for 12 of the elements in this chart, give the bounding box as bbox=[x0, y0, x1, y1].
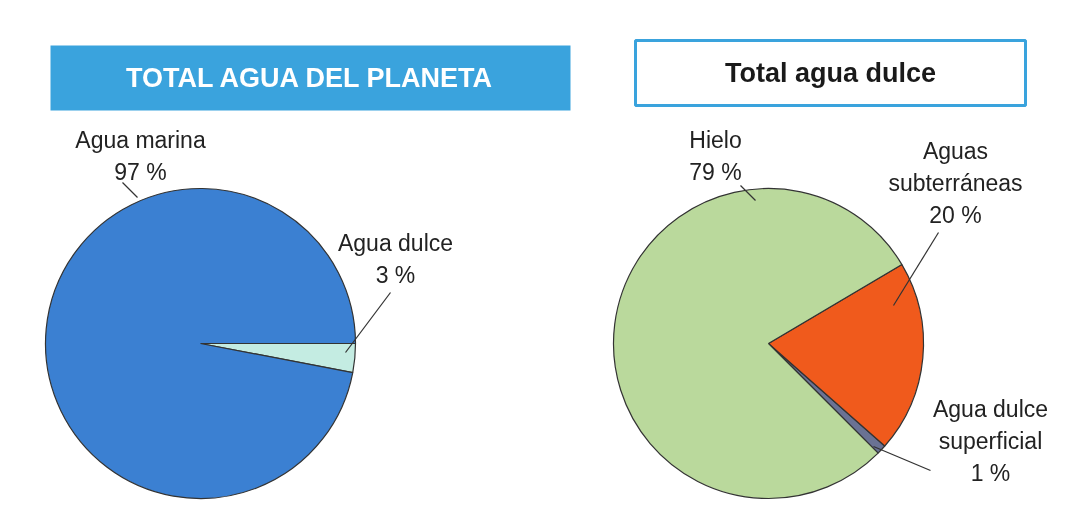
slice-label: Agua marina bbox=[75, 126, 206, 153]
slice-label: Hielo bbox=[689, 126, 742, 153]
chart-title: Total agua dulce bbox=[724, 58, 937, 88]
data-label: 79 % bbox=[689, 158, 742, 185]
data-label: 97 % bbox=[114, 158, 167, 185]
chart-title: TOTAL AGUA DEL PLANETA bbox=[126, 63, 493, 93]
slice-label: Aguas subterráneas bbox=[888, 137, 1023, 196]
data-label: 3 % bbox=[375, 261, 416, 288]
slice-label: Agua dulce bbox=[337, 229, 454, 256]
slice-label: Agua dulce superficial bbox=[932, 395, 1049, 454]
data-label: 20 % bbox=[929, 201, 982, 228]
data-label: 1 % bbox=[970, 459, 1011, 486]
